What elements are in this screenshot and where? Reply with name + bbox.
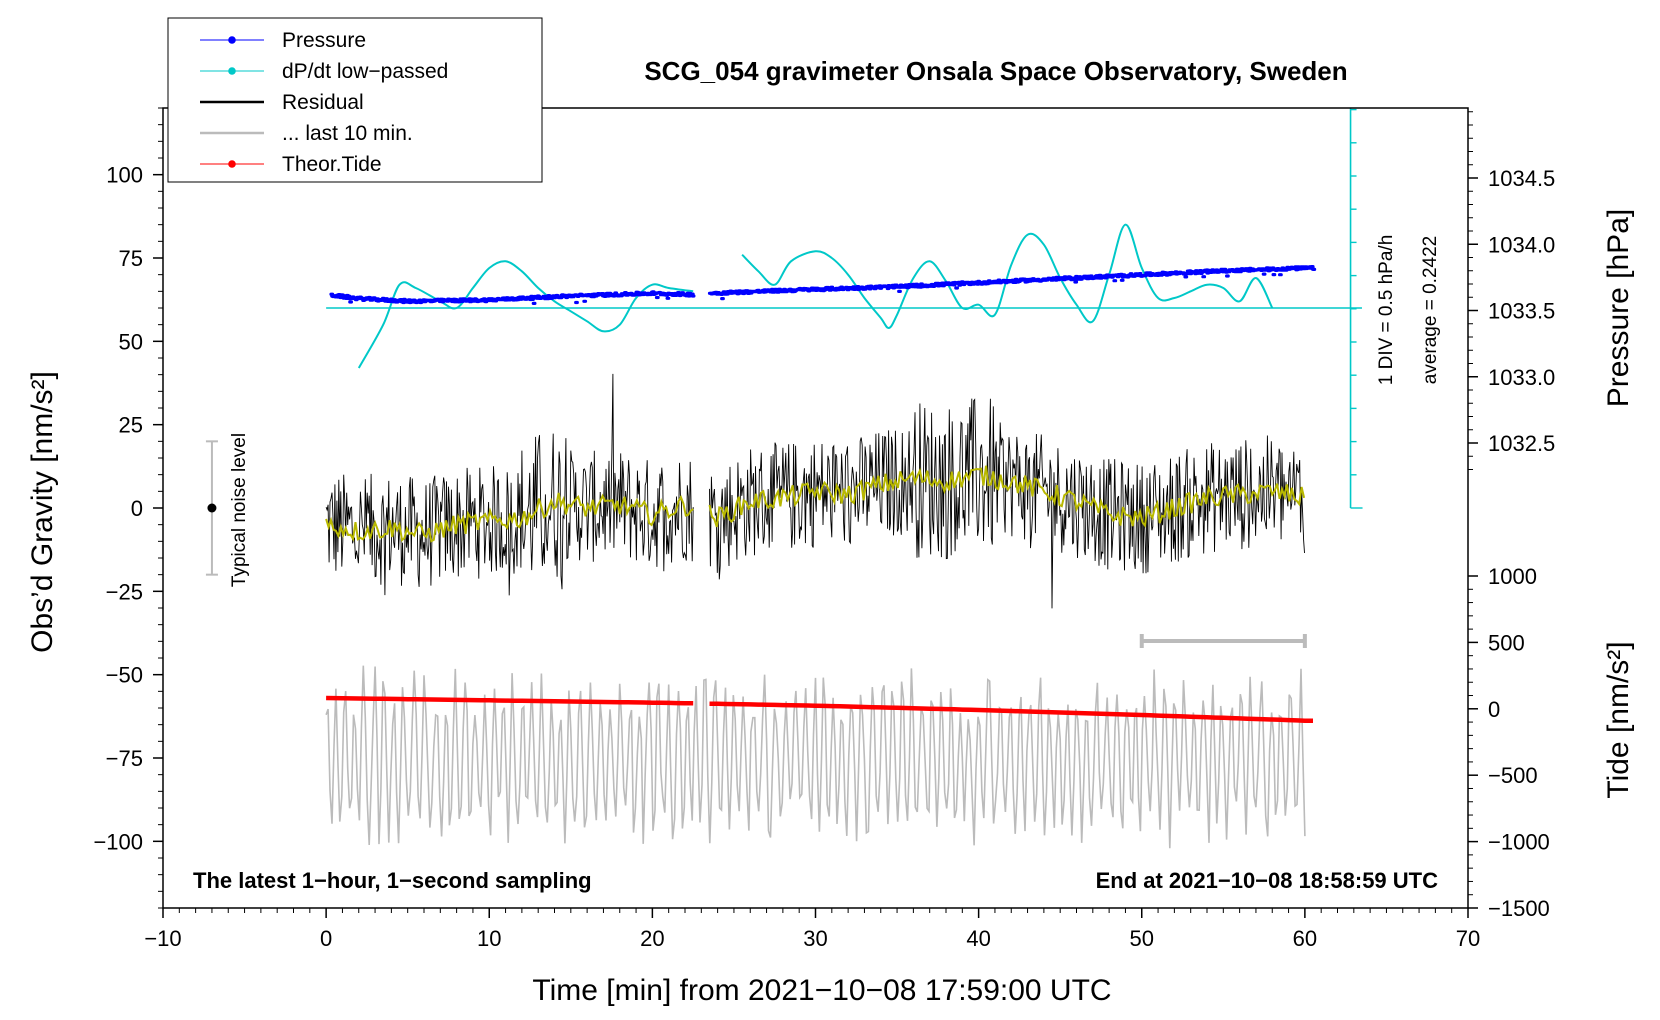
x-tick-label: 50 xyxy=(1130,926,1154,951)
y-tick-label: 75 xyxy=(119,246,143,271)
chart-title: SCG_054 gravimeter Onsala Space Observat… xyxy=(644,56,1347,86)
tide-tick-label: 500 xyxy=(1488,630,1525,655)
dpdt-average-note: average = 0.2422 xyxy=(1420,236,1441,384)
pressure-trace-segment-1 xyxy=(329,290,696,305)
tide-tick-label: 1000 xyxy=(1488,564,1537,589)
tide-trace-segment-2 xyxy=(709,701,1313,723)
x-tick-label: 10 xyxy=(477,926,501,951)
y-axis-title-gravity: Obs’d Gravity [nm/s²] xyxy=(26,371,59,653)
y-tick-label: 50 xyxy=(119,329,143,354)
plot-frame xyxy=(162,107,1469,909)
pressure-tick-label: 1034.5 xyxy=(1488,166,1555,191)
x-tick-label: 0 xyxy=(320,926,332,951)
y-axis-title-tide: Tide [nm/s²] xyxy=(1602,641,1635,798)
legend-label: Residual xyxy=(282,91,364,114)
y-tick-label: −100 xyxy=(93,829,143,854)
y-tick-label: −25 xyxy=(106,579,143,604)
legend-label: dP/dt low−passed xyxy=(282,60,448,83)
pressure-tick-label: 1033.0 xyxy=(1488,365,1555,390)
residual-smoothed-segment-2 xyxy=(708,465,1306,528)
legend-item-dp-dt-low-passed: dP/dt low−passed xyxy=(200,60,448,83)
residual-trace-segment-1 xyxy=(325,373,694,596)
residual-trace-segment-2 xyxy=(709,398,1305,609)
y-axis-title-pressure: Pressure [hPa] xyxy=(1602,209,1635,407)
y-tick-label: 100 xyxy=(106,163,143,188)
y-tick-label: 25 xyxy=(119,413,143,438)
x-tick-label: 70 xyxy=(1456,926,1480,951)
legend: Pressure dP/dt low−passed Residual ... last… xyxy=(167,17,543,183)
legend-item-theor-tide: Theor.Tide xyxy=(200,153,382,176)
legend-item-pressure: Pressure xyxy=(200,29,366,52)
tide-trace-segment-1 xyxy=(326,695,694,706)
legend-swatch-dot xyxy=(228,36,236,44)
tide-tick-label: 0 xyxy=(1488,697,1500,722)
x-axis-title: Time [min] from 2021−10−08 17:59:00 UTC xyxy=(532,974,1111,1007)
y-tick-label: −50 xyxy=(106,663,143,688)
pressure-tick-label: 1033.5 xyxy=(1488,299,1555,324)
x-tick-label: −10 xyxy=(144,926,181,951)
noise-level-marker xyxy=(207,503,217,513)
caption-end-time: End at 2021−10−08 18:58:59 UTC xyxy=(1096,868,1439,893)
y-tick-label: −75 xyxy=(106,746,143,771)
tide-tick-label: −1500 xyxy=(1488,896,1550,921)
last-10-min-trace xyxy=(325,665,1306,849)
pressure-tick-label: 1032.5 xyxy=(1488,431,1555,456)
legend-swatch-dot xyxy=(228,160,236,168)
legend-item-last-10-min: ... last 10 min. xyxy=(200,122,413,145)
noise-level-label: Typical noise level xyxy=(229,433,250,587)
x-tick-label: 60 xyxy=(1293,926,1317,951)
pressure-trace-segment-2 xyxy=(707,265,1317,301)
x-tick-label: 40 xyxy=(966,926,990,951)
legend-swatch-dot xyxy=(228,67,236,75)
legend-items: Pressure dP/dt low−passed Residual ... last… xyxy=(200,29,448,176)
legend-item-residual: Residual xyxy=(200,91,364,114)
dpdt-curve-segment-2 xyxy=(741,223,1274,330)
tide-tick-label: −500 xyxy=(1488,763,1538,788)
x-tick-label: 30 xyxy=(803,926,827,951)
legend-label: ... last 10 min. xyxy=(282,122,413,145)
dpdt-division-note: 1 DIV = 0.5 hPa/h xyxy=(1376,235,1397,386)
axes-layer: −10 0 10 20 30 40 50 60 70−100−75−50−25025507510… xyxy=(93,107,1555,951)
legend-label: Theor.Tide xyxy=(282,153,382,176)
dpdt-curve-segment-1 xyxy=(357,260,694,369)
residual-smoothed-segment-1 xyxy=(325,492,694,543)
legend-box xyxy=(167,17,543,183)
legend-label: Pressure xyxy=(282,29,366,52)
caption-sampling: The latest 1−hour, 1−second sampling xyxy=(193,868,592,893)
pressure-tick-label: 1034.0 xyxy=(1488,232,1555,257)
x-tick-label: 20 xyxy=(640,926,664,951)
y-tick-label: 0 xyxy=(131,496,143,521)
plot-layer xyxy=(205,108,1363,849)
tide-tick-label: −1000 xyxy=(1488,830,1550,855)
